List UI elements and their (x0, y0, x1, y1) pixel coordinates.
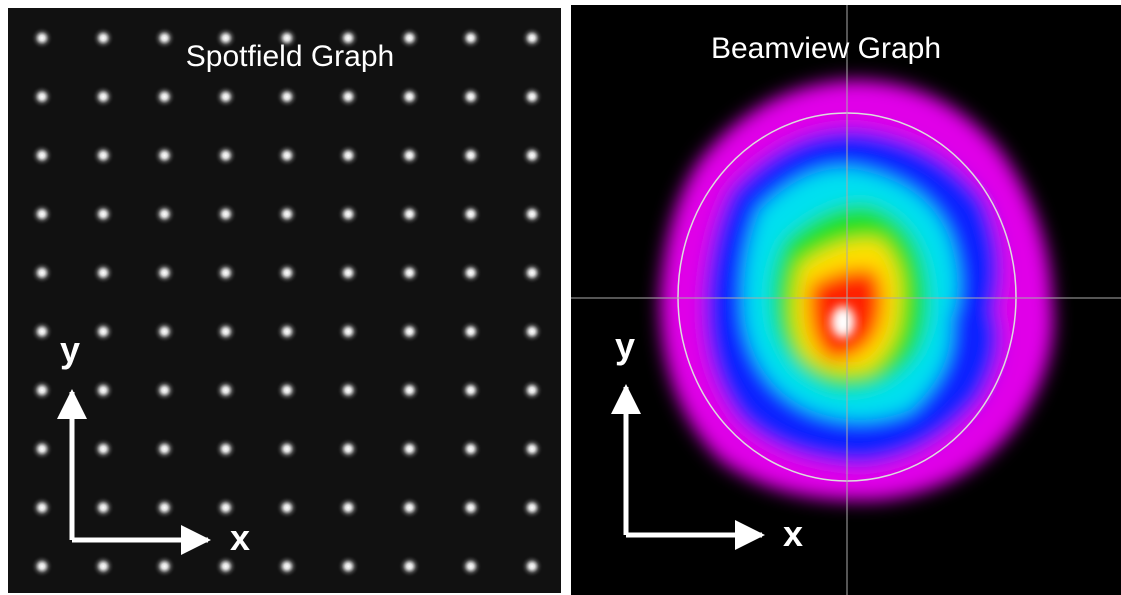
spot (92, 86, 114, 108)
y-label: y (60, 329, 80, 370)
spot (521, 379, 543, 401)
spot (31, 379, 53, 401)
spotfield-panel: Spotfield Graph y x (8, 8, 561, 593)
spot (460, 262, 482, 284)
spot (521, 497, 543, 519)
spotfield-title: Spotfield Graph (186, 40, 394, 73)
spot (154, 321, 176, 343)
spot (154, 555, 176, 577)
spot (521, 555, 543, 577)
spot (399, 27, 421, 49)
spot (154, 438, 176, 460)
spot (215, 497, 237, 519)
spot (215, 144, 237, 166)
spot (399, 86, 421, 108)
spot (337, 86, 359, 108)
spot (154, 144, 176, 166)
spot (337, 262, 359, 284)
spot (460, 203, 482, 225)
spot (92, 203, 114, 225)
spot (521, 203, 543, 225)
spot (154, 497, 176, 519)
spot (337, 555, 359, 577)
spot (154, 379, 176, 401)
spot (276, 262, 298, 284)
spot (399, 321, 421, 343)
x-label: x (230, 517, 250, 558)
spot (31, 27, 53, 49)
spot (399, 438, 421, 460)
spot (154, 86, 176, 108)
spot (521, 262, 543, 284)
spot (337, 438, 359, 460)
spot (460, 27, 482, 49)
spot (31, 262, 53, 284)
spot (31, 203, 53, 225)
beamview-title: Beamview Graph (711, 32, 941, 65)
spot (521, 27, 543, 49)
spot (31, 321, 53, 343)
spot (31, 555, 53, 577)
spot (521, 144, 543, 166)
spot (215, 438, 237, 460)
spot (276, 497, 298, 519)
spot (399, 262, 421, 284)
spot (399, 555, 421, 577)
spot (276, 555, 298, 577)
spot (276, 86, 298, 108)
spot (399, 203, 421, 225)
spot (276, 438, 298, 460)
spot (276, 321, 298, 343)
spot (92, 379, 114, 401)
spot (460, 321, 482, 343)
spot (92, 555, 114, 577)
spot (337, 203, 359, 225)
x-label: x (783, 513, 803, 554)
spot (337, 497, 359, 519)
beamview-panel: Beamview Graph y x (571, 5, 1121, 595)
spot (92, 27, 114, 49)
spot (460, 438, 482, 460)
spot (521, 321, 543, 343)
spot (154, 27, 176, 49)
spot (31, 86, 53, 108)
spot (337, 321, 359, 343)
spot (92, 497, 114, 519)
spot (154, 203, 176, 225)
beam-peak (831, 306, 855, 338)
spot (460, 144, 482, 166)
spot (460, 379, 482, 401)
spot (399, 379, 421, 401)
spot (31, 144, 53, 166)
spot (276, 379, 298, 401)
screenshot: Spotfield Graph y x Beamview Graph y x (0, 0, 1121, 595)
spot (276, 144, 298, 166)
spot (215, 86, 237, 108)
spot (31, 438, 53, 460)
spot (215, 203, 237, 225)
spot (31, 497, 53, 519)
y-label: y (615, 325, 635, 366)
spot (337, 144, 359, 166)
spot (215, 379, 237, 401)
spot (399, 144, 421, 166)
spot (276, 203, 298, 225)
spot (154, 262, 176, 284)
spot (92, 144, 114, 166)
spot (92, 321, 114, 343)
spot (460, 497, 482, 519)
spot (460, 555, 482, 577)
spot (337, 379, 359, 401)
spot (215, 321, 237, 343)
spot (215, 555, 237, 577)
spot (521, 86, 543, 108)
spot (92, 262, 114, 284)
spot (399, 497, 421, 519)
page: Spotfield Graph y x Beamview Graph y x (… (0, 0, 1121, 595)
spot (460, 86, 482, 108)
spot (215, 262, 237, 284)
spot (92, 438, 114, 460)
spot (521, 438, 543, 460)
